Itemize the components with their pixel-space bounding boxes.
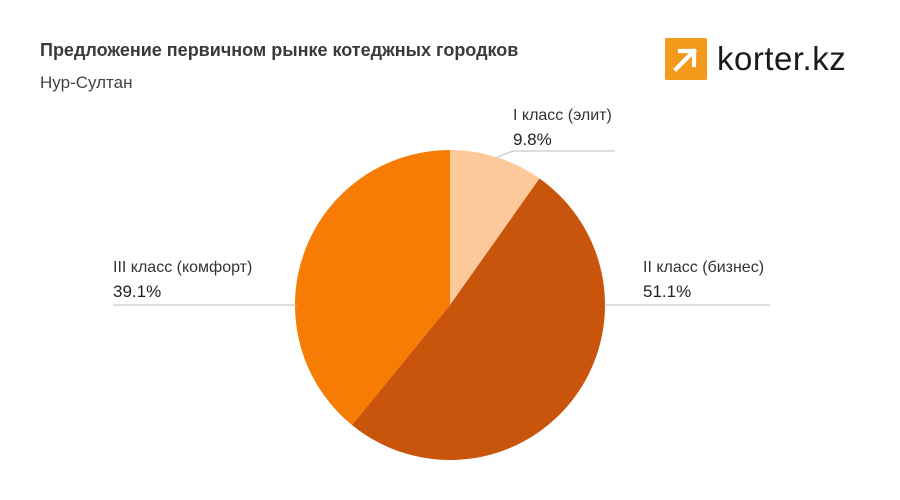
slice-value-1: 9.8%: [513, 130, 552, 149]
leader-line-1: [496, 150, 615, 158]
chart-subtitle: Нур-Султан: [40, 73, 133, 92]
slice-name-3: III класс (комфорт): [113, 259, 252, 276]
slice-value-3: 39.1%: [113, 282, 161, 301]
arrow-up-right-icon: [665, 38, 707, 80]
slice-value-2: 51.1%: [643, 282, 691, 301]
pie-slice-3: [295, 150, 450, 426]
brand-name: korter.kz: [717, 40, 847, 77]
chart-title: Предложение первичном рынке котеджных го…: [40, 40, 519, 60]
slice-name-1: I класс (элит): [513, 107, 612, 124]
slice-name-2: II класс (бизнес): [643, 259, 764, 276]
pie-slice-2: [351, 178, 606, 461]
brand-logo[interactable]: korter.kz: [665, 38, 846, 80]
pie-slice-1: [450, 150, 540, 305]
